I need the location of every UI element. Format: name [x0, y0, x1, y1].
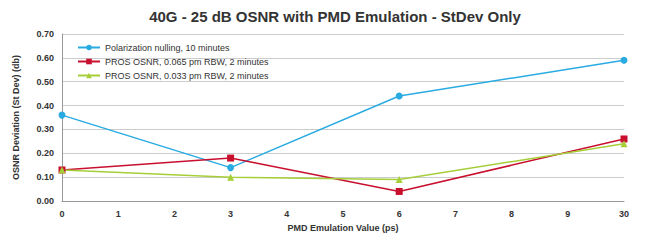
svg-text:PROS OSNR, 0.065 pm RBW, 2 min: PROS OSNR, 0.065 pm RBW, 2 minutes — [105, 57, 269, 67]
svg-text:0.50: 0.50 — [36, 77, 54, 87]
svg-text:1: 1 — [116, 209, 121, 219]
svg-text:9: 9 — [565, 209, 570, 219]
svg-text:30: 30 — [619, 209, 629, 219]
svg-text:0.10: 0.10 — [36, 172, 54, 182]
svg-text:PROS OSNR, 0.033 pm RBW, 2 min: PROS OSNR, 0.033 pm RBW, 2 minutes — [105, 71, 269, 81]
svg-text:0.30: 0.30 — [36, 124, 54, 134]
svg-text:0.20: 0.20 — [36, 148, 54, 158]
svg-text:0: 0 — [59, 209, 64, 219]
svg-text:OSNR Deviation (St Dev) (db): OSNR Deviation (St Dev) (db) — [11, 55, 21, 180]
svg-text:4: 4 — [284, 209, 289, 219]
svg-text:0.00: 0.00 — [36, 196, 54, 206]
svg-text:6: 6 — [397, 209, 402, 219]
svg-text:7: 7 — [453, 209, 458, 219]
svg-text:0.60: 0.60 — [36, 53, 54, 63]
svg-text:0.40: 0.40 — [36, 101, 54, 111]
svg-text:5: 5 — [340, 209, 345, 219]
svg-text:Polarization nulling, 10 minut: Polarization nulling, 10 minutes — [105, 43, 230, 53]
svg-text:40G - 25 dB OSNR with PMD Emul: 40G - 25 dB OSNR with PMD Emulation - St… — [149, 8, 521, 25]
svg-text:PMD Emulation Value (ps): PMD Emulation Value (ps) — [287, 223, 398, 233]
svg-text:8: 8 — [509, 209, 514, 219]
svg-text:0.70: 0.70 — [36, 29, 54, 39]
svg-text:2: 2 — [172, 209, 177, 219]
svg-text:3: 3 — [228, 209, 233, 219]
